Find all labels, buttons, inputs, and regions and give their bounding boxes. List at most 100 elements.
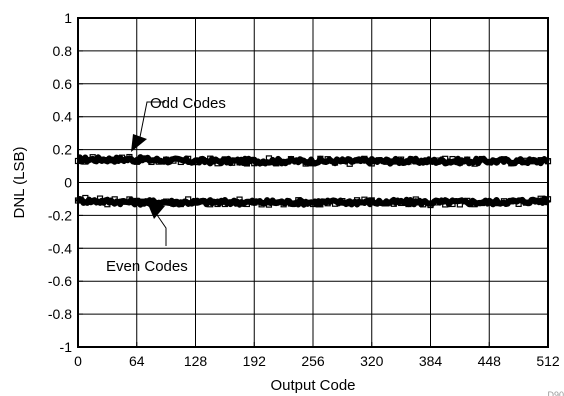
series-0-point	[331, 159, 339, 166]
series-0-point	[89, 154, 96, 161]
series-0-point	[74, 157, 82, 165]
even-codes-label: Even Codes	[106, 258, 188, 275]
x-tick-label: 192	[243, 353, 267, 369]
even-codes-arrowhead	[147, 202, 165, 219]
x-tick-label: 128	[184, 353, 208, 369]
series-1-point	[398, 199, 405, 207]
series-0-point	[486, 158, 493, 166]
series-1-point	[456, 201, 463, 208]
series-0-point	[133, 158, 140, 165]
series-1-point	[118, 198, 126, 205]
y-tick-label: 0.6	[53, 76, 73, 92]
series-1-point	[478, 199, 486, 207]
series-0-point	[456, 159, 463, 166]
series-1-point	[265, 201, 273, 208]
series-0-point	[302, 160, 309, 167]
series-1-point	[74, 197, 82, 204]
x-tick-label: 384	[419, 353, 443, 369]
x-tick-label: 64	[129, 353, 145, 369]
series-0-point	[199, 157, 206, 164]
odd-codes-leader	[138, 101, 165, 143]
series-0-point	[207, 155, 214, 162]
y-tick-label: 1	[64, 10, 72, 26]
series-0-point	[251, 160, 258, 167]
series-0-point	[405, 158, 412, 165]
series-1-point	[324, 200, 331, 207]
series-1-point	[522, 199, 530, 206]
series-1-point	[530, 197, 537, 204]
x-tick-label: 320	[360, 353, 384, 369]
series-0-point	[361, 155, 368, 162]
series-0-point	[309, 160, 317, 167]
series-1-point	[177, 200, 184, 208]
series-1-point	[133, 197, 140, 205]
series-1-point	[537, 195, 544, 202]
series-1-point	[500, 198, 508, 205]
series-0-point	[243, 160, 251, 167]
series-0-point	[383, 158, 390, 165]
y-tick-label: 0.8	[53, 43, 73, 59]
series-1-point	[405, 200, 412, 208]
x-tick-label: 448	[478, 353, 502, 369]
series-0-point	[420, 158, 427, 165]
series-0-point	[258, 159, 265, 166]
series-0-point	[390, 158, 397, 165]
figure-id-mark: D90	[547, 390, 564, 396]
series-1-point	[515, 200, 522, 207]
y-tick-label: -0.4	[48, 240, 72, 256]
series-0-point	[324, 156, 331, 163]
series-1-point	[346, 200, 353, 207]
y-tick-label: -0.8	[48, 306, 72, 322]
series-0-point	[177, 158, 184, 166]
series-1-point	[229, 199, 236, 206]
series-1-point	[353, 197, 361, 204]
series-1-point	[295, 197, 302, 204]
series-1-point	[493, 200, 500, 207]
series-0-point	[118, 154, 126, 161]
series-0-point	[522, 157, 530, 164]
x-tick-label: 256	[301, 353, 325, 369]
series-0-point	[478, 155, 486, 163]
series-1-point	[339, 198, 346, 205]
series-1-point	[309, 200, 317, 208]
series-0-point	[96, 156, 104, 163]
series-0-point	[82, 158, 89, 165]
series-1-point	[104, 201, 111, 208]
y-tick-label: 0.4	[53, 109, 73, 125]
series-1-point	[383, 200, 390, 207]
series-0-point	[412, 158, 419, 165]
series-0-point	[537, 157, 544, 164]
series-1-point	[140, 198, 148, 205]
series-0-point	[148, 158, 155, 166]
series-1-point	[214, 200, 221, 208]
series-0-point	[500, 156, 508, 163]
series-1-point	[170, 200, 177, 207]
series-0-point	[398, 156, 405, 163]
series-1-point	[258, 201, 265, 208]
y-tick-label: 0.2	[53, 142, 73, 158]
y-tick-label: -0.2	[48, 207, 72, 223]
series-1-point	[126, 196, 133, 203]
series-0-point	[126, 153, 133, 161]
series-0-point	[339, 157, 346, 165]
y-tick-label: 0	[64, 175, 72, 191]
series-0-point	[544, 158, 552, 165]
series-0-point	[493, 158, 500, 165]
x-tick-label: 512	[536, 353, 560, 369]
series-1-point	[221, 200, 228, 208]
series-1-point	[96, 195, 104, 202]
series-0-point	[442, 155, 449, 162]
series-0-point	[221, 156, 228, 163]
series-0-point	[427, 158, 434, 165]
series-0-point	[295, 157, 302, 164]
series-1-point	[420, 201, 427, 208]
even-codes-leader	[154, 211, 167, 246]
series-1-point	[280, 201, 287, 208]
series-0-point	[368, 160, 375, 167]
series-0-point	[236, 159, 243, 166]
series-1-point	[199, 198, 206, 205]
series-1-point	[207, 201, 214, 208]
series-1-point	[464, 197, 471, 204]
odd-codes-arrowhead	[131, 134, 147, 152]
